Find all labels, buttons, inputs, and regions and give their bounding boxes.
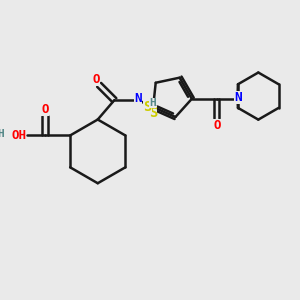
Text: H: H — [0, 129, 4, 139]
Text: OH: OH — [11, 129, 26, 142]
Text: S: S — [143, 100, 152, 114]
Text: O: O — [41, 103, 49, 116]
Text: H: H — [0, 129, 4, 139]
Text: O: O — [93, 73, 100, 86]
Text: H: H — [149, 98, 156, 108]
Text: S: S — [149, 106, 157, 120]
Text: O: O — [41, 103, 49, 116]
Text: H: H — [149, 98, 156, 108]
Text: O: O — [213, 119, 220, 132]
Text: OH: OH — [11, 129, 26, 142]
Text: N: N — [234, 91, 241, 104]
Text: N: N — [234, 91, 241, 104]
Text: S: S — [143, 100, 152, 114]
Text: N: N — [134, 92, 142, 105]
Text: O: O — [93, 73, 100, 86]
Text: O: O — [213, 119, 220, 132]
Text: N: N — [134, 92, 142, 105]
